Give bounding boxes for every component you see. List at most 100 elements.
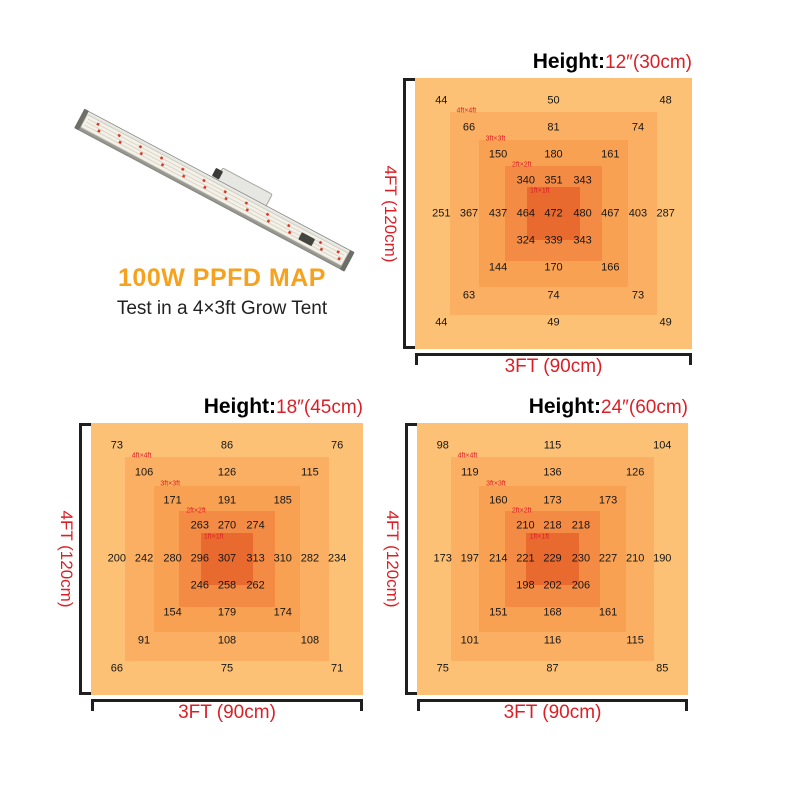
ppfd-value: 154 (163, 606, 182, 619)
led-bar-illustration (74, 108, 355, 272)
ppfd-value: 263 (190, 519, 209, 532)
ppfd-value: 218 (543, 519, 562, 532)
x-axis-bracket (91, 699, 363, 711)
ppfd-value: 48 (659, 94, 672, 107)
ppfd-value: 313 (246, 552, 265, 565)
ppfd-value: 198 (516, 579, 535, 592)
ppfd-value: 66 (462, 121, 476, 134)
zone-label: 2ft×2ft (511, 161, 532, 169)
ppfd-value: 339 (544, 234, 563, 247)
ppfd-value: 101 (460, 634, 480, 647)
ppfd-value: 296 (190, 552, 209, 565)
ppfd-value: 230 (571, 552, 591, 565)
zone-label: 1ft×1ft (203, 533, 224, 541)
zone-rect-1ftx1ft (526, 187, 581, 240)
ppfd-value: 150 (488, 148, 508, 161)
ppfd-value: 104 (653, 439, 672, 452)
ppfd-value: 66 (110, 662, 123, 675)
x-axis-bracket (415, 353, 692, 365)
zone-rect-1ftx1ft (200, 532, 254, 586)
height-prefix: Height: (203, 395, 277, 418)
ppfd-value: 197 (460, 552, 480, 565)
ppfd-value: 166 (601, 261, 620, 274)
driver-connector (212, 168, 223, 180)
bracket-tick (406, 346, 418, 349)
ppfd-value: 351 (544, 174, 563, 187)
zone-label: 1ft×1ft (529, 533, 550, 541)
dimmer-box (298, 232, 315, 246)
ppfd-value: 74 (547, 289, 560, 302)
ppfd-value: 161 (601, 148, 620, 161)
zone-label: 4ft×4ft (131, 452, 152, 460)
ppfd-value: 340 (516, 174, 535, 187)
ppfd-value: 50 (547, 94, 560, 107)
ppfd-value: 171 (163, 494, 182, 507)
ppfd-value: 160 (489, 494, 508, 507)
ppfd-value: 108 (217, 634, 237, 647)
ppfd-value: 310 (273, 552, 292, 565)
ppfd-value: 74 (631, 121, 645, 134)
height-prefix: Height: (528, 395, 602, 418)
ppfd-value: 307 (217, 552, 237, 565)
zone-label: 3ft×3ft (160, 480, 181, 488)
ppfd-value: 191 (217, 494, 237, 507)
x-axis-label: 3FT (90cm) (178, 702, 276, 723)
ppfd-value: 200 (107, 552, 127, 565)
ppfd-value: 180 (544, 148, 563, 161)
ppfd-value: 221 (516, 552, 535, 565)
ppfd-value: 170 (544, 261, 563, 274)
ppfd-value: 108 (300, 634, 320, 647)
ppfd-value: 218 (571, 519, 591, 532)
ppfd-value: 227 (598, 552, 618, 565)
ppfd-value: 86 (220, 439, 234, 452)
ppfd-value: 151 (489, 606, 508, 619)
y-axis-bracket (405, 423, 420, 695)
ppfd-value: 229 (543, 552, 562, 565)
zone-label: 4ft×4ft (457, 452, 478, 460)
fixture-subtitle: Test in a 4×3ft Grow Tent (116, 298, 328, 319)
zone-label: 2ft×2ft (186, 507, 206, 515)
ppfd-value: 343 (573, 234, 592, 247)
ppfd-value: 403 (628, 207, 648, 219)
ppfd-value: 116 (543, 634, 562, 647)
ppfd-value: 106 (134, 466, 154, 479)
ppfd-value: 168 (543, 606, 562, 619)
ppfd-value: 98 (436, 439, 449, 452)
y-axis-label: 4FT (120cm) (57, 510, 76, 608)
zone-rect-1ftx1ft (526, 532, 579, 586)
ppfd-map-12in: Height:12″(30cm) 4FT (120cm) 3FT (90cm) 4ft… (381, 51, 692, 376)
ppfd-value: 174 (273, 606, 292, 619)
ppfd-value: 136 (543, 466, 562, 479)
ppfd-value: 472 (544, 207, 563, 219)
bracket-tick (689, 356, 692, 365)
zone-label: 3ft×3ft (486, 480, 506, 488)
ppfd-value: 73 (631, 289, 645, 302)
zone-label: 3ft×3ft (485, 135, 506, 143)
end-cap-right (340, 250, 355, 272)
ppfd-value: 287 (656, 207, 675, 219)
ppfd-value: 179 (217, 606, 237, 619)
ppfd-value: 262 (246, 579, 265, 592)
map-title: Height:24″(60cm) (529, 396, 688, 417)
fixture-title: 100W PPFD MAP (118, 264, 326, 292)
ppfd-value: 144 (488, 261, 508, 274)
ppfd-value: 115 (301, 466, 319, 479)
ppfd-value: 115 (543, 439, 562, 452)
ppfd-value: 185 (273, 494, 292, 507)
y-axis-label: 4FT (120cm) (381, 165, 400, 262)
ppfd-value: 343 (573, 174, 592, 187)
x-axis-label: 3FT (90cm) (504, 356, 603, 377)
ppfd-value: 242 (134, 552, 154, 565)
red-led-dots (96, 122, 341, 261)
ppfd-value: 75 (220, 662, 234, 675)
ppfd-value: 161 (598, 606, 618, 619)
y-axis-bracket (403, 78, 418, 349)
ppfd-value: 210 (625, 552, 645, 565)
ppfd-value: 251 (432, 207, 451, 219)
end-cap-left (74, 108, 89, 131)
zone-label: 4ft×4ft (456, 107, 477, 115)
ppfd-value: 280 (163, 552, 182, 565)
ppfd-value: 202 (543, 579, 562, 592)
ppfd-value: 480 (573, 207, 592, 219)
